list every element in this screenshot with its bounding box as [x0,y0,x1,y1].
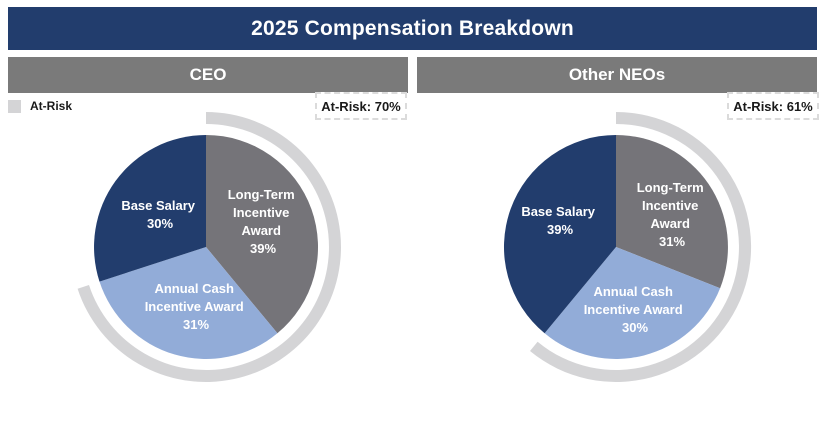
neos-slice-long-term-incentive-award [616,135,728,289]
neos-label-annual-cash-incentive-award: Annual Cash Incentive Award 30% [584,284,687,335]
ceo-slice-annual-cash-incentive-award [99,247,278,359]
at-risk-legend: At-Risk [8,99,72,113]
ceo-pie-chart: Base Salary 30% Long-Term Incentive Awar… [77,112,341,382]
panel-header-ceo: CEO [8,57,408,93]
neos-at-risk-ring [530,111,752,382]
ceo-slice-long-term-incentive-award [206,135,319,334]
neos-slice-base-salary [503,135,616,334]
neos-slice-annual-cash-incentive-award [544,247,721,359]
panel-header-other-neos: Other NEOs [417,57,817,93]
neos-pie-chart: Base Salary 39% Long-Term Incentive Awar… [503,111,752,382]
at-risk-legend-swatch [8,99,21,113]
neos-at-risk-callout: At-Risk: 61% [727,92,819,120]
neos-label-base-salary: Base Salary 39% [521,204,598,237]
ceo-slice-base-salary [94,135,206,282]
ceo-label-base-salary: Base Salary 30% [121,198,198,231]
ceo-at-risk-callout: At-Risk: 70% [315,92,407,120]
at-risk-legend-label: At-Risk [30,99,73,113]
neos-label-long-term-incentive-award: Long-Term Incentive Award 31% [637,180,708,249]
ceo-label-long-term-incentive-award: Long-Term Incentive Award 39% [228,187,299,256]
ceo-label-annual-cash-incentive-award: Annual Cash Incentive Award 31% [145,281,248,332]
page-title: 2025 Compensation Breakdown [8,7,817,50]
